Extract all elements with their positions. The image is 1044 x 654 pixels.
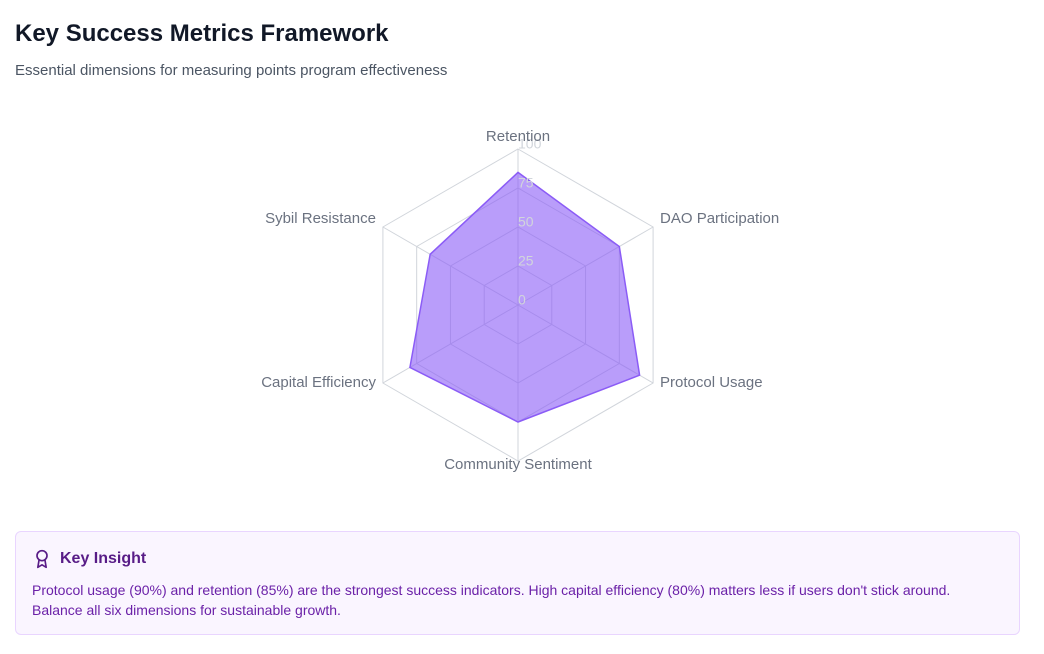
insight-box: Key Insight Protocol usage (90%) and ret…	[15, 531, 1020, 635]
axis-label: Community Sentiment	[444, 456, 592, 473]
radar-area	[409, 171, 641, 423]
r-tick-label: 100	[518, 136, 542, 152]
insight-text: Protocol usage (90%) and retention (85%)…	[32, 582, 951, 618]
axis-label: Capital Efficiency	[261, 374, 376, 391]
insight-title: Key Insight	[36, 549, 1003, 569]
award-icon	[36, 549, 48, 569]
axis-label: DAO Participation	[660, 210, 779, 227]
r-tick-label: 75	[518, 175, 534, 191]
insight-title-text: Key Insight	[60, 550, 147, 567]
page-title: Key Success Metrics Framework	[15, 20, 389, 47]
axis-label: Protocol Usage	[660, 374, 763, 391]
axis-label: Sybil Resistance	[265, 210, 376, 227]
r-tick-label: 25	[518, 253, 534, 269]
axis-label: Retention	[486, 128, 550, 145]
page-subtitle: Essential dimensions for measuring point…	[15, 62, 448, 79]
r-tick-label: 0	[518, 292, 526, 308]
r-tick-label: 50	[518, 214, 534, 230]
